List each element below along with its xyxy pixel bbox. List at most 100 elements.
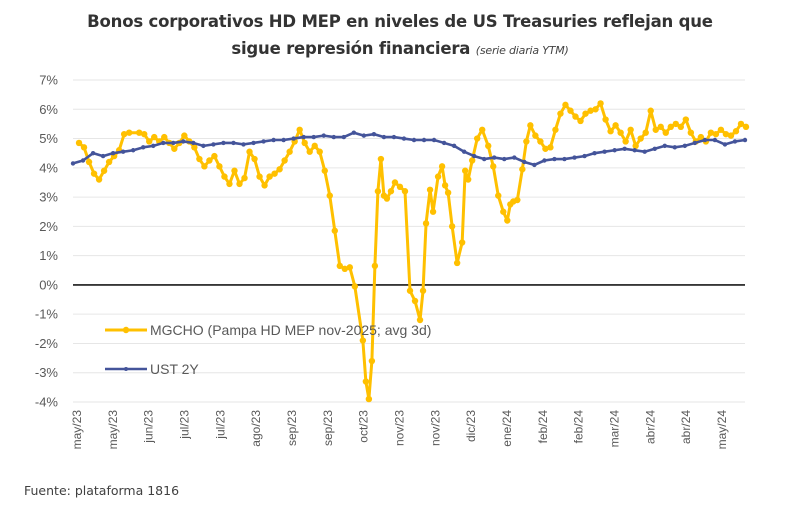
ust-2y-point (471, 153, 477, 159)
ust-2y-point (361, 133, 367, 138)
ust-2y-point (271, 137, 276, 143)
mgcho-point (647, 107, 654, 114)
series-mgcho (75, 100, 750, 403)
mgcho-point (592, 106, 599, 113)
ust-2y-point (201, 143, 206, 149)
mgcho-point (419, 287, 427, 294)
mgcho-point (519, 166, 526, 173)
ust-2y-point (130, 148, 136, 153)
mgcho-point (296, 126, 303, 133)
title-line-2-main: sigue represión financiera (231, 39, 471, 58)
mgcho-point (256, 173, 263, 180)
mgcho-point (537, 138, 544, 145)
mgcho-point (657, 123, 664, 131)
ust-2y-point (231, 140, 236, 146)
mgcho-point (266, 173, 273, 180)
ust-2y-point (512, 155, 517, 160)
mgcho-point (597, 100, 604, 107)
y-tick-label: 7% (39, 73, 58, 88)
mgcho-point (426, 186, 434, 193)
mgcho-point (120, 130, 128, 138)
mgcho-point (261, 182, 268, 189)
mgcho-point (341, 265, 349, 273)
mgcho-point (321, 167, 328, 174)
mgcho-point (216, 163, 223, 170)
mgcho-point (365, 395, 373, 403)
mgcho-point (687, 129, 695, 136)
mgcho-point (90, 170, 98, 177)
ust-2y-point (562, 156, 567, 162)
mgcho-point (196, 155, 203, 163)
ust-2y-point (441, 140, 447, 146)
ust-2y-point (682, 143, 688, 149)
x-tick-label: ene/24 (500, 410, 514, 447)
ust-2y-point (381, 134, 387, 140)
mgcho-point (416, 316, 424, 324)
ust-2y-point (100, 153, 106, 159)
mgcho-point (422, 220, 430, 227)
ust-2y-point (391, 134, 397, 140)
chart-title: Bonos corporativos HD MEP en niveles de … (0, 8, 800, 64)
ust-2y-point (712, 137, 718, 143)
x-tick-label: nov/23 (428, 410, 442, 446)
mgcho-point (429, 208, 437, 215)
mgcho-point (85, 158, 93, 166)
mgcho-point (627, 126, 634, 133)
ust-2y-point (70, 161, 76, 166)
ust-2y-point (592, 150, 597, 156)
mgcho-point (587, 107, 594, 114)
mgcho-point (582, 110, 589, 117)
mgcho-point (461, 167, 469, 174)
mgcho-point (682, 116, 690, 123)
x-tick-label: nov/23 (393, 410, 407, 446)
mgcho-point (406, 287, 414, 294)
x-tick-label: sep/23 (321, 410, 335, 446)
x-tick-label: may/23 (70, 410, 84, 450)
ust-2y-point (502, 156, 507, 162)
mgcho-point (276, 166, 283, 173)
ust-2y-point (301, 134, 306, 140)
ust-2y-point (351, 130, 357, 135)
mgcho-point (697, 133, 705, 141)
mgcho-point (607, 128, 614, 135)
mgcho-point (351, 283, 359, 290)
mgcho-point (105, 158, 113, 166)
mgcho-point (151, 133, 158, 141)
y-tick-label: -3% (35, 365, 59, 380)
x-tick-label: jun/23 (142, 410, 156, 444)
mgcho-point (271, 170, 278, 177)
mgcho-point (161, 133, 168, 141)
x-tick-label: jul/23 (178, 410, 192, 440)
ust-2y-point (151, 143, 156, 149)
mgcho-point (464, 176, 472, 183)
x-tick-label: may/24 (715, 410, 729, 450)
x-tick-label: feb/24 (536, 410, 550, 444)
mgcho-point (514, 196, 521, 204)
ust-2y-point (732, 139, 738, 144)
y-tick-label: -1% (35, 307, 59, 322)
ust-2y-point (211, 142, 216, 147)
mgcho-point (652, 126, 659, 133)
x-tick-label: oct/23 (357, 410, 371, 443)
mgcho-point (226, 180, 233, 188)
mgcho-point (632, 142, 639, 150)
ust-2y-point (181, 139, 186, 144)
ust-2y-point (522, 159, 527, 165)
mgcho-point (146, 138, 153, 145)
mgcho-point (562, 101, 569, 109)
legend-item-mgcho: MGCHO (Pampa HD MEP nov-2025; avg 3d) (105, 322, 431, 338)
mgcho-point (331, 227, 338, 234)
ust-2y-point (171, 140, 176, 146)
ust-2y-point (572, 155, 577, 160)
mgcho-point (362, 378, 370, 385)
mgcho-point (479, 126, 486, 133)
ust-2y-point (120, 149, 126, 154)
y-tick-label: 1% (39, 248, 58, 263)
mgcho-point (383, 195, 391, 202)
legend-label: UST 2Y (150, 361, 199, 377)
mgcho-point (211, 152, 218, 160)
mgcho-point (438, 163, 446, 170)
series-ust-2y (70, 130, 748, 168)
ust-2y-point (532, 162, 537, 168)
